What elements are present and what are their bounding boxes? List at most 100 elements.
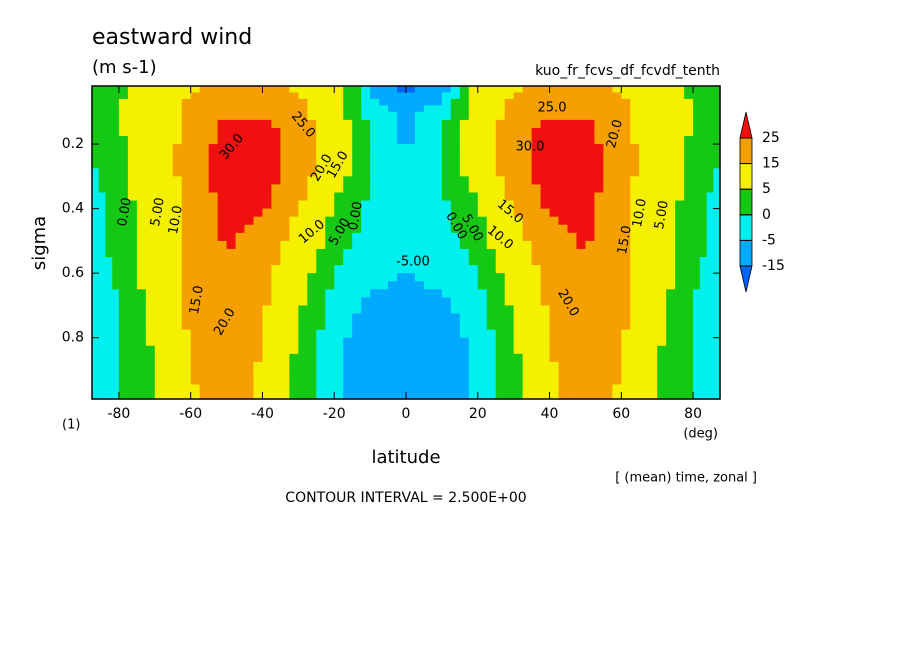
contour-cell [190, 391, 201, 400]
contour-cell [271, 136, 281, 145]
contour-cell [352, 208, 362, 218]
contour-cell [92, 297, 100, 307]
contour-cell [699, 391, 708, 400]
contour-cell [118, 86, 129, 94]
contour-cell [630, 105, 640, 113]
contour-cell [181, 329, 192, 339]
contour-cell [657, 111, 667, 121]
contour-cell [145, 200, 156, 210]
contour-cell [406, 200, 416, 210]
contour-cell [253, 176, 264, 186]
contour-cell [235, 184, 246, 194]
contour-cell [657, 240, 667, 250]
contour-cell [540, 136, 551, 145]
contour-cell [92, 232, 100, 242]
contour-cell [603, 297, 613, 307]
contour-cell [713, 127, 721, 137]
contour-cell [639, 144, 649, 153]
contour-cell [112, 265, 120, 274]
contour-cell [298, 384, 308, 393]
contour-cell [504, 361, 515, 371]
contour-cell [540, 168, 551, 177]
contour-cell [612, 313, 622, 323]
contour-cell [253, 361, 264, 371]
contour-cell [334, 361, 344, 371]
contour-cell [432, 289, 443, 298]
contour-cell [244, 168, 255, 177]
contour-cell [98, 192, 107, 202]
contour-cell [594, 281, 604, 290]
contour-cell [675, 176, 685, 186]
contour-cell [262, 152, 273, 161]
contour-cell [468, 152, 479, 161]
contour-cell [432, 192, 443, 202]
contour-cell [706, 377, 714, 386]
contour-cell [163, 361, 174, 371]
contour-cell [271, 200, 281, 210]
contour-cell [112, 224, 120, 234]
contour-cell [217, 168, 228, 177]
contour-cell [397, 265, 407, 274]
contour-cell [603, 200, 613, 210]
contour-cell [450, 184, 461, 194]
contour-cell [459, 384, 470, 393]
contour-cell [343, 337, 353, 347]
contour-cell [666, 297, 676, 307]
contour-cell [576, 384, 587, 393]
contour-cell [699, 257, 708, 266]
contour-cell [343, 248, 353, 258]
contour-cell [459, 337, 470, 347]
contour-cell [558, 224, 569, 234]
contour-cell [522, 208, 533, 218]
contour-cell [594, 384, 604, 393]
contour-cell [397, 305, 407, 315]
contour-cell [522, 232, 533, 242]
contour-cell [235, 321, 246, 331]
contour-cell [432, 92, 443, 100]
contour-cell [190, 184, 201, 194]
contour-cell [706, 192, 714, 202]
contour-cell [253, 384, 264, 393]
contour-cell [334, 232, 344, 242]
contour-cell [675, 240, 685, 250]
contour-cell [558, 168, 569, 177]
contour-cell [370, 184, 380, 194]
contour-cell [181, 176, 192, 186]
contour-cell [253, 86, 264, 94]
contour-cell [271, 216, 281, 226]
contour-cell [423, 208, 434, 218]
contour-cell [706, 265, 714, 274]
contour-cell [531, 391, 542, 400]
contour-cell [423, 281, 434, 290]
contour-cell [172, 127, 183, 137]
contour-cell [316, 160, 326, 169]
contour-cell [136, 281, 147, 290]
contour-cell [684, 208, 694, 218]
contour-cell [603, 127, 613, 137]
contour-cell [594, 305, 604, 315]
units: (m s-1) [92, 57, 157, 78]
contour-cell [585, 377, 595, 386]
contour-cell [271, 127, 281, 137]
contour-cell [217, 281, 228, 290]
contour-cell [513, 321, 524, 331]
contour-cell [235, 353, 246, 363]
contour-cell [630, 144, 640, 153]
contour-cell [105, 111, 113, 121]
contour-cell [235, 377, 246, 386]
contour-cell [112, 377, 120, 386]
contour-cell [639, 313, 649, 323]
contour-cell [208, 232, 219, 242]
contour-cell [343, 224, 353, 234]
contour-cell [585, 297, 595, 307]
contour-cell [226, 168, 237, 177]
contour-cell [289, 273, 299, 282]
contour-cell [145, 313, 156, 323]
contour-cell [684, 105, 694, 113]
contour-cell [450, 136, 461, 145]
contour-cell [459, 111, 470, 121]
contour-cell [540, 144, 551, 153]
contour-cell [666, 305, 676, 315]
contour-cell [648, 224, 658, 234]
contour-cell [666, 152, 676, 161]
